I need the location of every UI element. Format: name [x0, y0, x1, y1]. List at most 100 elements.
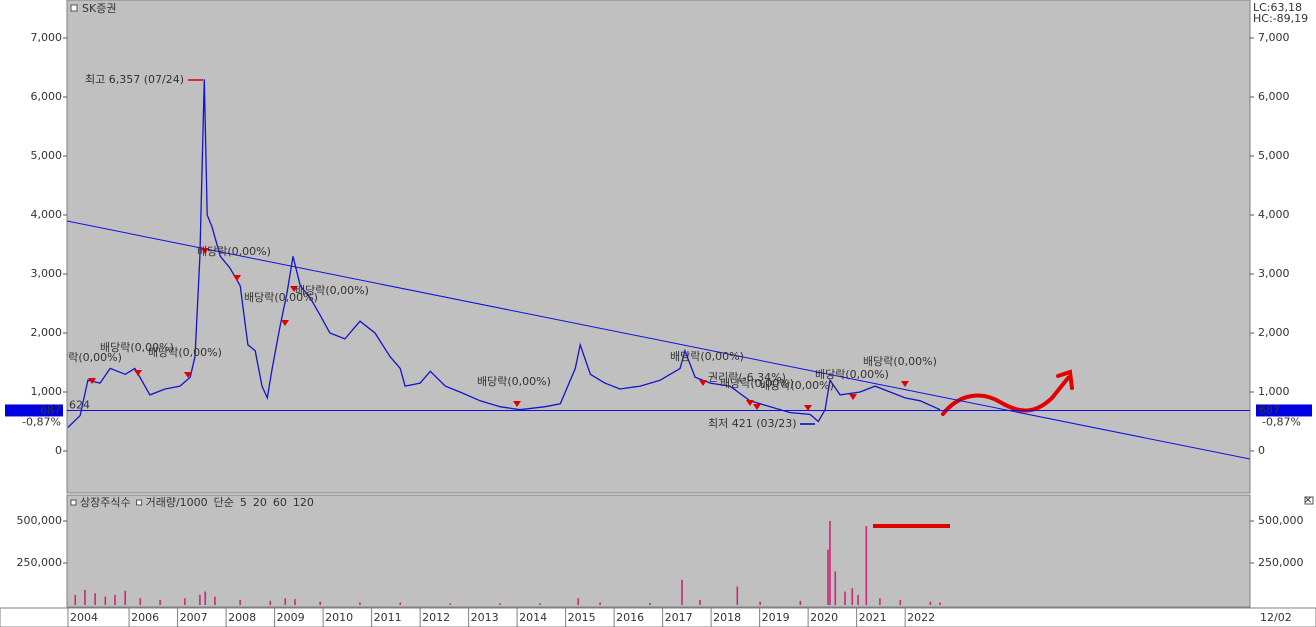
volume-bar	[681, 579, 683, 605]
trendline	[67, 220, 1250, 460]
x-tick-label: 2020	[810, 611, 838, 624]
volume-bar	[139, 598, 142, 605]
volume-bar	[114, 594, 116, 605]
event-marker	[699, 380, 707, 386]
volume-bar	[699, 599, 701, 605]
event-marker	[753, 404, 761, 410]
x-tick-label: 2007	[180, 611, 208, 624]
volume-layer	[74, 521, 941, 605]
volume-bar	[939, 602, 941, 605]
y-tick-label: 7,000	[1258, 31, 1290, 44]
legend-button	[136, 499, 143, 506]
event-marker	[134, 370, 142, 376]
y-tick-label: 7,000	[31, 31, 63, 44]
volume-bar	[359, 602, 361, 605]
volume-bar	[899, 599, 902, 605]
annotation: 배당락(0,00%)	[815, 368, 889, 381]
event-marker	[184, 372, 192, 378]
x-axis-strip	[0, 607, 1316, 627]
last-price-box	[1256, 404, 1312, 417]
annotation: 권리락(-6,34%)	[708, 371, 786, 384]
y-tick-label: 0	[55, 444, 62, 457]
y-tick-label: 3,000	[31, 267, 63, 280]
x-tick-label: 2010	[325, 611, 353, 624]
legend-entry: 120	[293, 496, 314, 509]
volume-bar	[104, 596, 107, 605]
volume-bar	[736, 586, 739, 605]
annotation: 배당락(0,00%)	[720, 377, 794, 390]
last-price-box	[5, 404, 63, 417]
legend-entry: 단순	[214, 496, 234, 509]
x-tick-label: 2016	[616, 611, 644, 624]
volume-bar	[319, 601, 321, 605]
last-price-label: 687	[40, 403, 61, 416]
x-tick-label: 2004	[70, 611, 98, 624]
indicator: HC:-89,19	[1253, 12, 1308, 25]
event-marker	[281, 320, 289, 326]
y-tick-label: 3,000	[1258, 267, 1290, 280]
y-tick-label: 4,000	[31, 208, 63, 221]
volume-bar	[844, 591, 846, 605]
y-tick-label: 1,000	[31, 385, 63, 398]
legend-entry: 상장주식수	[80, 496, 131, 509]
y-tick-label: 500,000	[1258, 514, 1304, 527]
event-marker	[849, 394, 857, 400]
change-label: -0,87%	[1262, 415, 1301, 428]
volume-bar	[759, 601, 761, 605]
volume-bar	[239, 599, 241, 605]
hand-drawn-arrow	[941, 369, 1074, 416]
pane-button[interactable]	[70, 4, 78, 12]
y-tick-label: 2,000	[31, 326, 63, 339]
date-label: 12/02	[1260, 611, 1292, 624]
volume-bar	[124, 590, 127, 605]
y-tick-label: 6,000	[1258, 90, 1290, 103]
y-tick-label: 0	[1258, 444, 1265, 457]
volume-bar	[929, 601, 932, 605]
indicator: LC:63,18	[1253, 1, 1302, 14]
legend-entry: 거래량/1000	[146, 496, 208, 509]
volume-bar	[834, 571, 837, 605]
volume-bar	[649, 602, 651, 605]
event-marker	[901, 381, 909, 387]
volume-bar	[799, 600, 802, 605]
volume-bar	[577, 598, 580, 605]
volume-bar	[539, 603, 541, 605]
y-tick-label: 5,000	[1258, 149, 1290, 162]
annotation: 배당락(0,00%)	[148, 346, 222, 359]
y-tick-label: 5,000	[31, 149, 63, 162]
annotation: 배당락(0,00%)	[670, 350, 744, 363]
x-tick-label: 2014	[519, 611, 547, 624]
change-label: -0,87%	[22, 415, 61, 428]
volume-bar	[827, 549, 829, 605]
annotation: 배당락(0,00%)	[48, 351, 122, 364]
volume-bar	[449, 603, 451, 605]
event-marker	[201, 248, 209, 254]
volume-bar	[499, 603, 501, 605]
volume-bar	[184, 598, 186, 605]
close-button[interactable]	[1304, 496, 1314, 505]
annotation: 배당락(0,00%)	[100, 341, 174, 354]
volume-bar	[84, 589, 86, 605]
volume-bar	[865, 526, 868, 605]
x-tick-label: 2013	[471, 611, 499, 624]
x-tick-label: 2015	[568, 611, 596, 624]
x-tick-label: 2018	[713, 611, 741, 624]
volume-bar	[599, 602, 601, 605]
chart-title: SK증권	[82, 2, 116, 15]
legend-entry: 60	[273, 496, 287, 509]
volume-bar	[159, 599, 161, 605]
x-tick-label: 2006	[131, 611, 159, 624]
low-label: 최저 421 (03/23)	[708, 417, 797, 430]
x-tick-label: 2008	[228, 611, 256, 624]
volume-bar	[214, 596, 216, 605]
annotation: 배당락(0,00%)	[197, 245, 271, 258]
event-marker	[233, 275, 241, 281]
volume-bar	[94, 593, 96, 605]
x-tick-label: 2019	[762, 611, 790, 624]
start-price-label: 624	[69, 398, 90, 411]
legend-button	[70, 499, 77, 506]
y-tick-label: 500,000	[17, 514, 63, 527]
high-label: 최고 6,357 (07/24)	[85, 73, 184, 86]
last-price-label: 687	[1259, 403, 1280, 416]
